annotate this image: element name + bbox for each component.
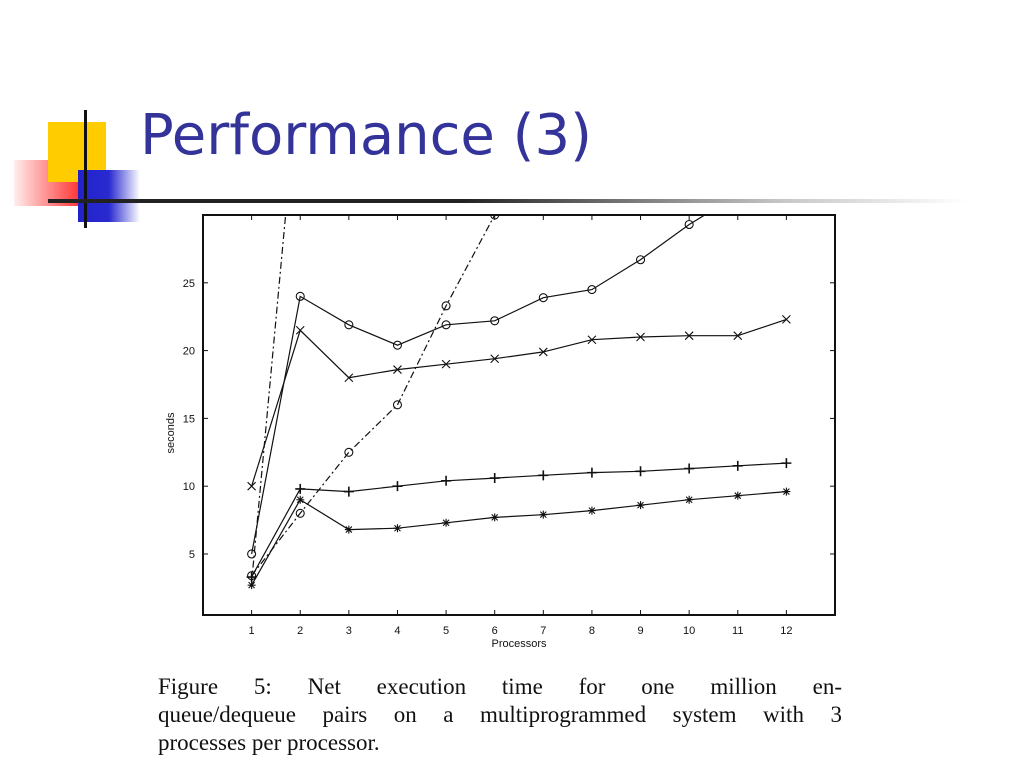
data-point-plus (441, 475, 452, 486)
decor-blue-block (78, 170, 140, 222)
data-point-plus (538, 470, 549, 481)
data-point-circle (587, 285, 597, 295)
data-point-plus (781, 458, 792, 469)
caption-line-1: Figure 5: Net execution time for one mil… (158, 674, 842, 699)
data-point-star (685, 495, 694, 504)
data-point-circle (392, 400, 403, 410)
data-point-circle (295, 291, 305, 301)
x-axis-label: Processors (491, 638, 547, 650)
axis-ticks (203, 215, 835, 615)
data-point-plus (732, 460, 743, 471)
marker-layer (246, 215, 792, 590)
data-point-star (296, 495, 305, 504)
slide-title: Performance (3) (140, 103, 592, 168)
data-point-circle (490, 316, 500, 326)
data-point-star (782, 487, 791, 496)
data-point-circle (295, 508, 305, 518)
series-line-1 (251, 215, 706, 555)
x-tick-label: 10 (683, 625, 695, 637)
data-point-x (295, 325, 305, 335)
data-point-circle (684, 219, 694, 230)
data-point-x (538, 347, 548, 357)
data-point-circle (247, 549, 257, 559)
data-point-star (442, 518, 451, 527)
x-tick-label: 8 (589, 625, 595, 637)
y-axis-label: seconds (165, 412, 177, 453)
data-point-circle (538, 293, 548, 303)
y-tick-label: 5 (189, 549, 195, 561)
data-point-circle (344, 447, 354, 457)
data-point-x (247, 481, 257, 491)
data-point-star (539, 510, 548, 519)
y-tick-label: 20 (183, 346, 195, 358)
series-layer (251, 215, 787, 586)
x-tick-label: 12 (780, 625, 792, 637)
x-tick-label: 5 (443, 625, 449, 637)
title-underline (48, 199, 968, 203)
series-line-5 (251, 215, 496, 577)
data-point-x (393, 365, 402, 374)
y-tick-label: 25 (183, 278, 195, 290)
data-point-circle (441, 320, 451, 330)
y-tick-label: 10 (183, 481, 195, 493)
data-point-circle (392, 340, 403, 350)
data-point-plus (635, 466, 646, 477)
data-point-star (587, 506, 596, 515)
data-point-star (393, 524, 402, 533)
data-point-circle (344, 320, 354, 330)
series-line-3 (251, 462, 787, 578)
series-line-4 (251, 491, 787, 586)
data-point-x (684, 331, 694, 341)
data-point-plus (489, 473, 500, 484)
data-point-x (781, 315, 791, 324)
data-point-star (733, 491, 742, 500)
data-point-plus (343, 486, 354, 497)
x-tick-label: 6 (492, 625, 498, 637)
data-point-plus (295, 483, 306, 494)
x-tick-label: 3 (346, 625, 352, 637)
data-point-x (344, 373, 354, 383)
data-point-x (636, 332, 645, 342)
data-point-circle (490, 215, 500, 220)
data-point-x (733, 331, 743, 341)
y-tick-label: 15 (183, 413, 195, 425)
x-tick-label: 7 (540, 625, 546, 637)
series-line-2 (251, 318, 787, 487)
data-point-circle (247, 571, 257, 581)
x-tick-label: 1 (249, 625, 255, 637)
data-point-star (636, 501, 645, 510)
data-point-star (490, 513, 499, 522)
plot-frame (202, 214, 836, 616)
figure-caption: Figure 5: Net execution time for one mil… (158, 673, 842, 757)
x-tick-label: 11 (732, 625, 743, 637)
data-point-x (490, 354, 500, 364)
data-point-star (344, 525, 353, 534)
data-point-x (441, 359, 451, 369)
x-tick-label: 2 (297, 625, 303, 637)
data-point-plus (586, 467, 597, 478)
decor-vertical-line (84, 110, 87, 228)
data-point-star (247, 581, 256, 590)
caption-line-3: processes per processor. (158, 730, 380, 755)
data-point-plus (392, 481, 403, 492)
data-point-circle (635, 255, 646, 265)
data-point-x (587, 335, 597, 345)
x-tick-label: 4 (394, 625, 400, 637)
data-point-plus (684, 463, 695, 474)
series-line-6 (251, 215, 287, 583)
x-tick-label: 9 (637, 625, 643, 637)
data-point-circle (441, 301, 451, 311)
caption-line-2: queue/dequeue pairs on a multiprogrammed… (158, 702, 842, 727)
